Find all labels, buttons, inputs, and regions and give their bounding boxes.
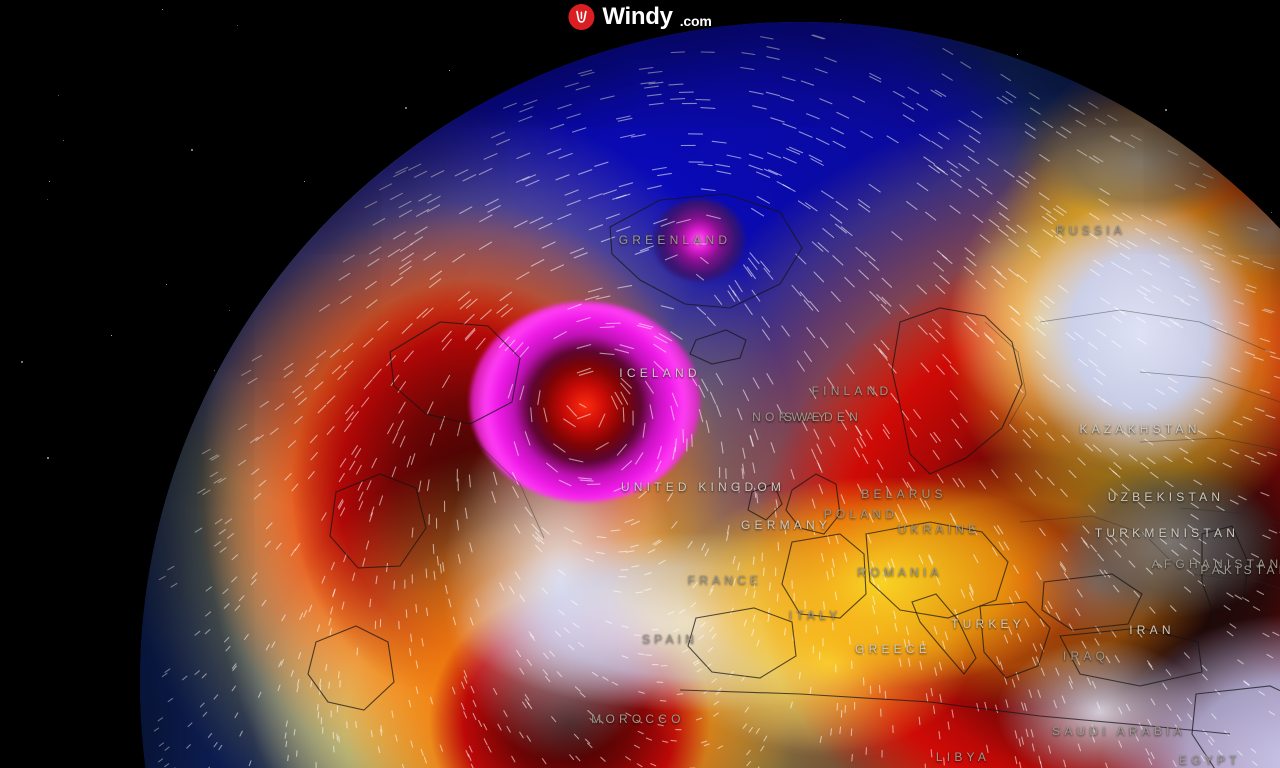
star (49, 181, 50, 182)
star (47, 457, 49, 459)
star (58, 95, 59, 96)
earth-globe[interactable] (140, 22, 1280, 768)
star (840, 19, 841, 20)
star (21, 361, 23, 363)
windy-logo-icon (568, 4, 595, 30)
windy-brand-tld: .com (679, 13, 712, 29)
star (47, 199, 48, 200)
star (111, 335, 112, 336)
windy-logo[interactable]: Windy .com (568, 3, 712, 30)
star (162, 9, 163, 10)
windy-brand-name: Windy (602, 3, 673, 30)
star (63, 140, 64, 141)
